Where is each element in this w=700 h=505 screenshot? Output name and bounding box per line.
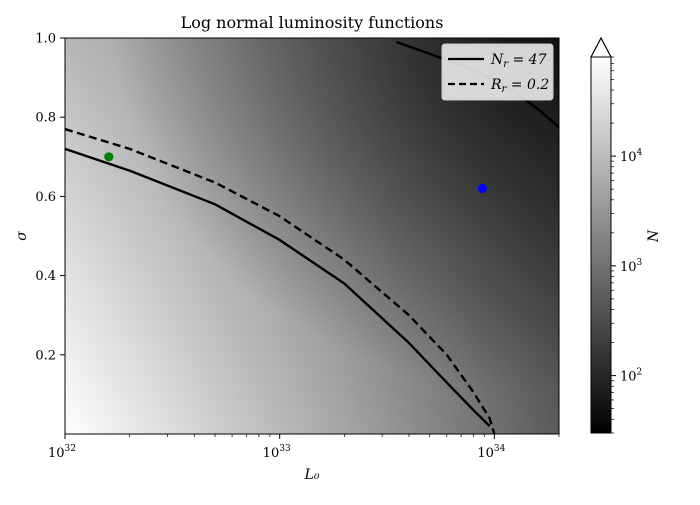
series-line-rr <box>65 127 496 434</box>
legend: Nr = 47 Rr = 0.2 <box>441 43 554 101</box>
y-tick-label: 0.2 <box>35 348 56 363</box>
series-line-nr <box>65 147 491 427</box>
points-layer <box>104 152 488 194</box>
x-axis: 1032 1033 1034 <box>48 434 560 461</box>
x-tick-label: 1034 <box>477 444 505 461</box>
colorbar-frame <box>590 36 612 434</box>
x-tick-label: 1033 <box>263 444 291 461</box>
colorbar-ticks: 102 103 104 <box>611 56 643 434</box>
x-axis-label: L₀ <box>304 467 320 483</box>
plot-area <box>64 37 560 435</box>
x-axis-label-text: L₀ <box>304 467 320 483</box>
legend-entry-rr: Rr = 0.2 <box>490 77 549 95</box>
colorbar-label: N <box>646 229 662 243</box>
colorbar: 102 103 104 N <box>590 36 662 434</box>
colorbar-extend-max <box>590 36 612 58</box>
colorbar-tick-label: 102 <box>620 368 642 385</box>
chart-title: Log normal luminosity functions <box>181 13 444 32</box>
data-point <box>477 183 488 194</box>
colorbar-tick-label: 103 <box>620 258 643 275</box>
data-point <box>104 152 114 162</box>
y-axis-label: σ <box>14 231 30 241</box>
legend-entry-nr: Nr = 47 <box>490 52 547 70</box>
y-tick-label: 1.0 <box>35 32 56 47</box>
y-axis: 0.2 0.4 0.6 0.8 1.0 <box>35 32 65 363</box>
x-tick-label: 1032 <box>48 444 76 461</box>
colorbar-tick-label: 104 <box>620 148 643 165</box>
y-tick-label: 0.4 <box>35 269 56 284</box>
y-tick-label: 0.6 <box>35 190 56 205</box>
y-tick-label: 0.8 <box>35 111 56 126</box>
plot-frame <box>64 37 560 435</box>
colorbar-gradient <box>591 57 611 433</box>
heatmap-shading-corner <box>65 38 559 434</box>
